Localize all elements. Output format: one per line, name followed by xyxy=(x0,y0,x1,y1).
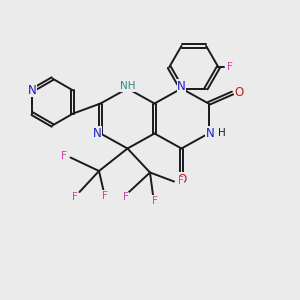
Text: F: F xyxy=(102,191,108,201)
Text: N: N xyxy=(28,84,37,97)
Text: F: F xyxy=(61,151,67,161)
Text: O: O xyxy=(235,86,244,100)
Text: F: F xyxy=(152,196,158,206)
Text: N: N xyxy=(177,80,186,93)
Text: F: F xyxy=(123,192,129,203)
Text: N: N xyxy=(92,127,101,140)
Text: H: H xyxy=(218,128,226,139)
Text: F: F xyxy=(227,62,233,72)
Text: F: F xyxy=(72,191,78,202)
Text: F: F xyxy=(178,176,184,187)
Text: NH: NH xyxy=(120,81,135,91)
Text: O: O xyxy=(177,172,186,186)
Text: N: N xyxy=(206,127,214,140)
